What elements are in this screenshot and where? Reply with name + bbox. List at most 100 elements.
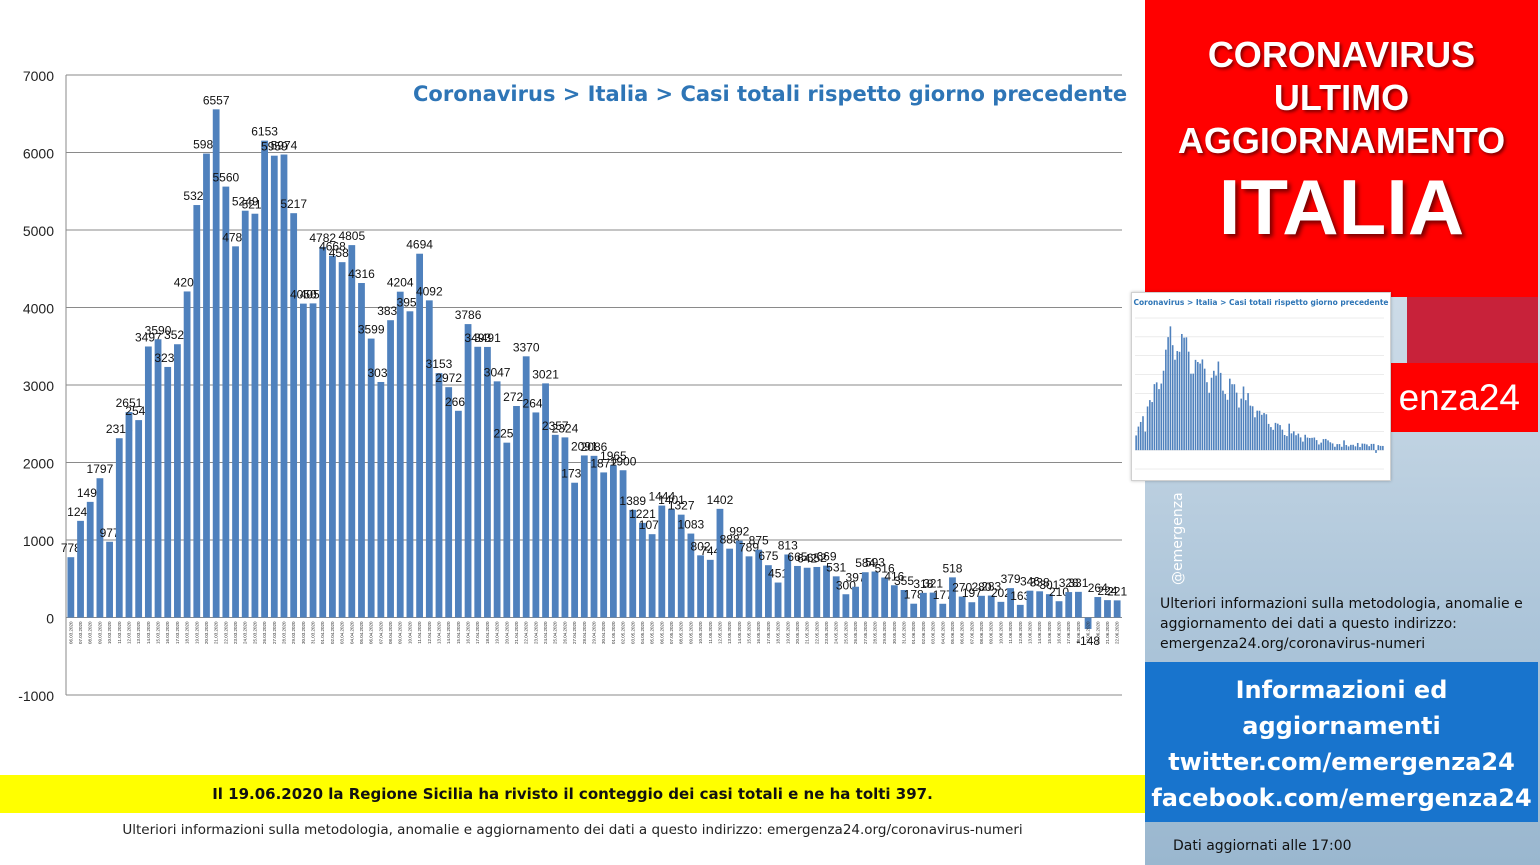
data-label: 2972 bbox=[435, 371, 462, 385]
thumbnail-bar bbox=[1249, 405, 1252, 451]
data-label: 318 bbox=[913, 577, 933, 591]
x-tick-label: 14.03.2020 bbox=[146, 621, 151, 644]
bar bbox=[978, 595, 985, 618]
data-label: 4782 bbox=[309, 231, 336, 245]
thumbnail-bar bbox=[1155, 382, 1158, 451]
data-label: 3021 bbox=[532, 367, 559, 381]
thumbnail-bar bbox=[1336, 444, 1338, 451]
data-label: 264 bbox=[1088, 581, 1108, 595]
x-tick-label: 09.05.2020 bbox=[688, 621, 693, 644]
headline-box: CORONAVIRUS ULTIMO AGGIORNAMENTO ITALIA bbox=[1145, 0, 1538, 297]
chart-area: -1000 0 1000 2000 3000 4000 5000 6000 7000 778 06.… bbox=[18, 68, 1127, 704]
thumbnail-bar bbox=[1370, 443, 1373, 451]
x-tick-label: 05.06.2020 bbox=[950, 621, 955, 644]
data-label: 4092 bbox=[416, 284, 443, 298]
thumbnail-bar bbox=[1183, 337, 1185, 451]
x-tick-label: 14.04.2020 bbox=[446, 621, 451, 644]
data-label: 2324 bbox=[552, 421, 579, 435]
data-label: 802 bbox=[691, 539, 711, 553]
bar bbox=[1065, 592, 1073, 618]
thumbnail-bar bbox=[1151, 402, 1153, 451]
thumbnail-bar bbox=[1187, 351, 1190, 451]
x-tick-label: 01.05.2020 bbox=[611, 621, 616, 644]
data-label: 5249 bbox=[232, 195, 259, 209]
x-tick-label: 24.04.2020 bbox=[543, 621, 548, 644]
bar bbox=[445, 387, 453, 618]
thumbnail-bar bbox=[1306, 437, 1309, 451]
bar bbox=[464, 324, 472, 618]
bar bbox=[1026, 590, 1034, 618]
notice-text: Il 19.06.2020 la Regione Sicilia ha rivi… bbox=[212, 785, 933, 803]
thumbnail-bar bbox=[1206, 382, 1208, 451]
thumbnail-bar bbox=[1238, 407, 1240, 451]
thumbnail-bar bbox=[1174, 359, 1176, 451]
x-tick-label: 21.03.2020 bbox=[214, 621, 219, 644]
data-label: 593 bbox=[865, 556, 885, 570]
data-label: 3047 bbox=[484, 365, 511, 379]
data-label: 4805 bbox=[338, 229, 365, 243]
bar bbox=[561, 437, 569, 618]
x-tick-label: 09.04.2020 bbox=[398, 621, 403, 644]
thumbnail-bar bbox=[1292, 431, 1295, 451]
thumbnail-bar bbox=[1222, 390, 1224, 451]
facebook-link[interactable]: facebook.com/emergenza24 bbox=[1151, 784, 1532, 812]
data-label: 675 bbox=[758, 549, 778, 563]
bar bbox=[639, 522, 646, 618]
bar bbox=[677, 514, 685, 618]
social-handle: @emergenza bbox=[1170, 492, 1186, 585]
data-label: 355 bbox=[894, 574, 914, 588]
x-tick-label: 11.04.2020 bbox=[417, 621, 422, 644]
notice-banner: Il 19.06.2020 la Regione Sicilia ha rivi… bbox=[0, 775, 1145, 813]
bar bbox=[774, 582, 782, 618]
thumbnail-bar bbox=[1274, 422, 1277, 451]
x-tick-label: 21.05.2020 bbox=[805, 621, 810, 644]
bar bbox=[861, 572, 869, 618]
thumbnail-bar bbox=[1304, 434, 1306, 451]
bar bbox=[716, 508, 724, 618]
data-label: 4204 bbox=[387, 276, 414, 290]
thumbnail-bar bbox=[1233, 384, 1236, 451]
data-label: 416 bbox=[884, 569, 904, 583]
x-tick-label: 14.05.2020 bbox=[737, 621, 742, 644]
x-tick-label: 18.05.2020 bbox=[776, 621, 781, 644]
thumbnail-bar bbox=[1338, 444, 1341, 451]
bar bbox=[629, 509, 637, 618]
thumbnail-chart bbox=[1135, 317, 1384, 470]
data-label: 977 bbox=[100, 526, 120, 540]
thumbnail-bar bbox=[1226, 399, 1229, 451]
data-label: 2651 bbox=[116, 396, 143, 410]
bar bbox=[67, 557, 75, 618]
thumbnail-bar bbox=[1313, 437, 1316, 451]
x-tick-label: 26.04.2020 bbox=[562, 621, 567, 644]
thumbnail-bar bbox=[1311, 437, 1313, 451]
x-tick-label: 13.03.2020 bbox=[136, 621, 141, 644]
x-tick-label: 09.06.2020 bbox=[989, 621, 994, 644]
data-label: 202 bbox=[991, 586, 1011, 600]
thumbnail-bar bbox=[1217, 361, 1220, 451]
bar bbox=[106, 541, 113, 618]
thumbnail-bar bbox=[1171, 345, 1174, 451]
x-tick-label: 10.05.2020 bbox=[698, 621, 703, 644]
x-tick-label: 06.05.2020 bbox=[659, 621, 664, 644]
x-tick-label: 10.04.2020 bbox=[407, 621, 412, 644]
x-tick-label: 25.04.2020 bbox=[553, 621, 558, 644]
thumbnail-bar bbox=[1350, 444, 1352, 451]
x-tick-label: 03.06.2020 bbox=[931, 621, 936, 644]
bar bbox=[784, 554, 792, 618]
thumbnail-bar bbox=[1254, 417, 1256, 451]
thumbnail-bar bbox=[1247, 393, 1249, 451]
x-tick-label: 12.06.2020 bbox=[1018, 621, 1023, 644]
x-tick-label: 22.05.2020 bbox=[814, 621, 819, 644]
thumbnail-bar bbox=[1295, 435, 1297, 451]
x-tick-label: 10.03.2020 bbox=[107, 621, 112, 644]
x-tick-label: 12.04.2020 bbox=[427, 621, 432, 644]
bar bbox=[154, 339, 162, 618]
thumbnail-bar bbox=[1361, 443, 1364, 451]
thumbnail-bar bbox=[1270, 427, 1272, 451]
thumbnail-bar bbox=[1181, 333, 1183, 451]
thumbnail-bar bbox=[1169, 326, 1172, 451]
twitter-link[interactable]: twitter.com/emergenza24 bbox=[1168, 748, 1515, 776]
data-label: 3491 bbox=[474, 331, 501, 345]
thumbnail-bar bbox=[1272, 429, 1275, 451]
headline-line-2: ULTIMO bbox=[1273, 77, 1410, 118]
